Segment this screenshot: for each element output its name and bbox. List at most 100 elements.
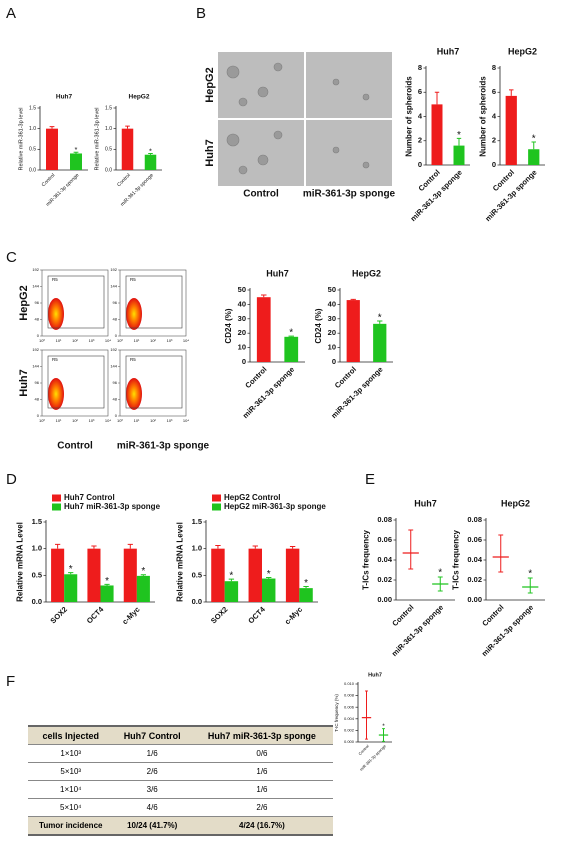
error-bar bbox=[228, 578, 235, 582]
flow-tick-label: 48 bbox=[35, 397, 40, 402]
flow-tick-label: 10³ bbox=[167, 418, 173, 423]
error-bar bbox=[289, 546, 296, 549]
y-tick-label: 0.08 bbox=[467, 515, 482, 524]
y-tick-label: 2 bbox=[492, 136, 496, 145]
table-row: 1×10⁴ 3/6 1/6 bbox=[28, 780, 333, 799]
panel-letter: A bbox=[6, 5, 16, 22]
x-tick-label: OCT4 bbox=[85, 604, 106, 625]
flow-tick-label: 144 bbox=[32, 284, 39, 289]
flow-tick-label: 10⁴ bbox=[183, 338, 189, 343]
bar bbox=[70, 153, 82, 170]
error-bar bbox=[266, 576, 272, 579]
y-axis-label: Relative mRNA Level bbox=[16, 522, 25, 602]
gate-label: R5 bbox=[130, 357, 136, 362]
flow-tick-label: 10⁴ bbox=[183, 418, 189, 423]
table-footer: Tumor incidence 10/24 (41.7%) 4/24 (16.7… bbox=[28, 816, 333, 836]
row-label: Huh7 bbox=[18, 369, 30, 397]
bar bbox=[136, 575, 150, 602]
y-tick-label: 2 bbox=[418, 136, 422, 145]
chart-title: HepG2 bbox=[501, 498, 530, 508]
gate bbox=[125, 275, 183, 329]
gate-label: R5 bbox=[130, 277, 136, 282]
error-bar bbox=[456, 137, 462, 146]
spheroid bbox=[238, 165, 248, 175]
bar bbox=[431, 104, 443, 165]
y-tick-label: 40 bbox=[328, 299, 336, 308]
gate-label: R5 bbox=[52, 277, 58, 282]
y-tick-label: 0.010 bbox=[344, 681, 355, 686]
flow-tick-label: 10² bbox=[72, 418, 78, 423]
legend-swatch bbox=[212, 503, 221, 511]
flow-tick-label: 0 bbox=[115, 413, 118, 418]
y-axis-label: T-ICs frequency bbox=[451, 529, 460, 590]
x-tick-label: Control bbox=[116, 173, 132, 189]
cell: 1×10⁴ bbox=[28, 780, 114, 799]
bar bbox=[211, 548, 225, 602]
panel-letter: B bbox=[196, 5, 206, 22]
x-tick-label: c-Myc bbox=[120, 605, 141, 626]
y-tick-label: 0.002 bbox=[344, 727, 355, 732]
spheroid bbox=[332, 78, 340, 86]
bar bbox=[46, 128, 58, 170]
table-row: 5×10³ 2/6 1/6 bbox=[28, 762, 333, 781]
bar bbox=[123, 548, 137, 602]
y-tick-label: 20 bbox=[238, 328, 246, 337]
significance: * bbox=[141, 566, 145, 577]
range-bar bbox=[365, 690, 368, 740]
row-label: HepG2 bbox=[18, 285, 30, 320]
significance: * bbox=[528, 569, 532, 580]
significance: * bbox=[457, 130, 461, 141]
significance: * bbox=[382, 723, 385, 730]
flow-tick-label: 10³ bbox=[89, 418, 95, 423]
error-bar bbox=[148, 152, 153, 155]
spheroid bbox=[273, 62, 283, 72]
y-tick-label: 10 bbox=[238, 343, 246, 352]
y-tick-label: 0.0 bbox=[32, 597, 42, 606]
y-tick-label: 0.02 bbox=[377, 575, 392, 584]
y-tick-label: 8 bbox=[492, 63, 496, 72]
error-bar bbox=[288, 335, 294, 337]
bar bbox=[284, 336, 299, 362]
y-tick-label: 1.5 bbox=[105, 105, 112, 111]
spheroid bbox=[257, 154, 269, 166]
bar bbox=[121, 128, 134, 170]
flow-population bbox=[126, 378, 142, 410]
y-tick-label: 0 bbox=[332, 357, 336, 366]
bar bbox=[505, 95, 517, 165]
bar bbox=[248, 548, 262, 602]
cell: 1/6 bbox=[113, 744, 191, 763]
row-label: Huh7 bbox=[204, 139, 216, 167]
y-tick-label: 1.0 bbox=[105, 126, 112, 132]
error-bar bbox=[55, 543, 61, 549]
chart-title: HepG2 bbox=[352, 268, 381, 278]
error-bar bbox=[73, 151, 79, 154]
flow-tick-label: 48 bbox=[35, 317, 40, 322]
y-tick-label: 0 bbox=[492, 160, 496, 169]
gate bbox=[125, 355, 183, 409]
y-axis-label: Relative mRNA Level bbox=[176, 522, 185, 602]
y-axis-label: T-ICs frequency bbox=[361, 529, 370, 590]
y-tick-label: 30 bbox=[328, 314, 336, 323]
y-tick-label: 20 bbox=[328, 328, 336, 337]
column-label: Control bbox=[57, 441, 93, 452]
y-tick-label: 50 bbox=[328, 285, 336, 294]
y-tick-label: 0.0 bbox=[105, 167, 112, 173]
micrograph bbox=[306, 120, 392, 186]
flow-tick-label: 10⁰ bbox=[39, 418, 45, 423]
chart-title: Huh7 bbox=[368, 672, 382, 678]
spheroid bbox=[362, 161, 370, 169]
y-tick-label: 0.04 bbox=[377, 555, 392, 564]
error-bar bbox=[303, 586, 309, 589]
y-tick-label: 1.5 bbox=[192, 517, 202, 526]
bar bbox=[299, 588, 313, 602]
legend-swatch bbox=[212, 494, 221, 502]
x-tick-label: Control bbox=[243, 365, 268, 390]
y-tick-label: 0.00 bbox=[467, 595, 482, 604]
panel-letter: D bbox=[6, 471, 17, 488]
panel-letter: F bbox=[6, 673, 15, 690]
y-tick-label: 4 bbox=[492, 111, 497, 120]
error-bar bbox=[140, 574, 146, 576]
legend-swatch bbox=[52, 494, 61, 502]
y-tick-label: 0.5 bbox=[29, 147, 36, 153]
spheroid bbox=[332, 146, 340, 154]
